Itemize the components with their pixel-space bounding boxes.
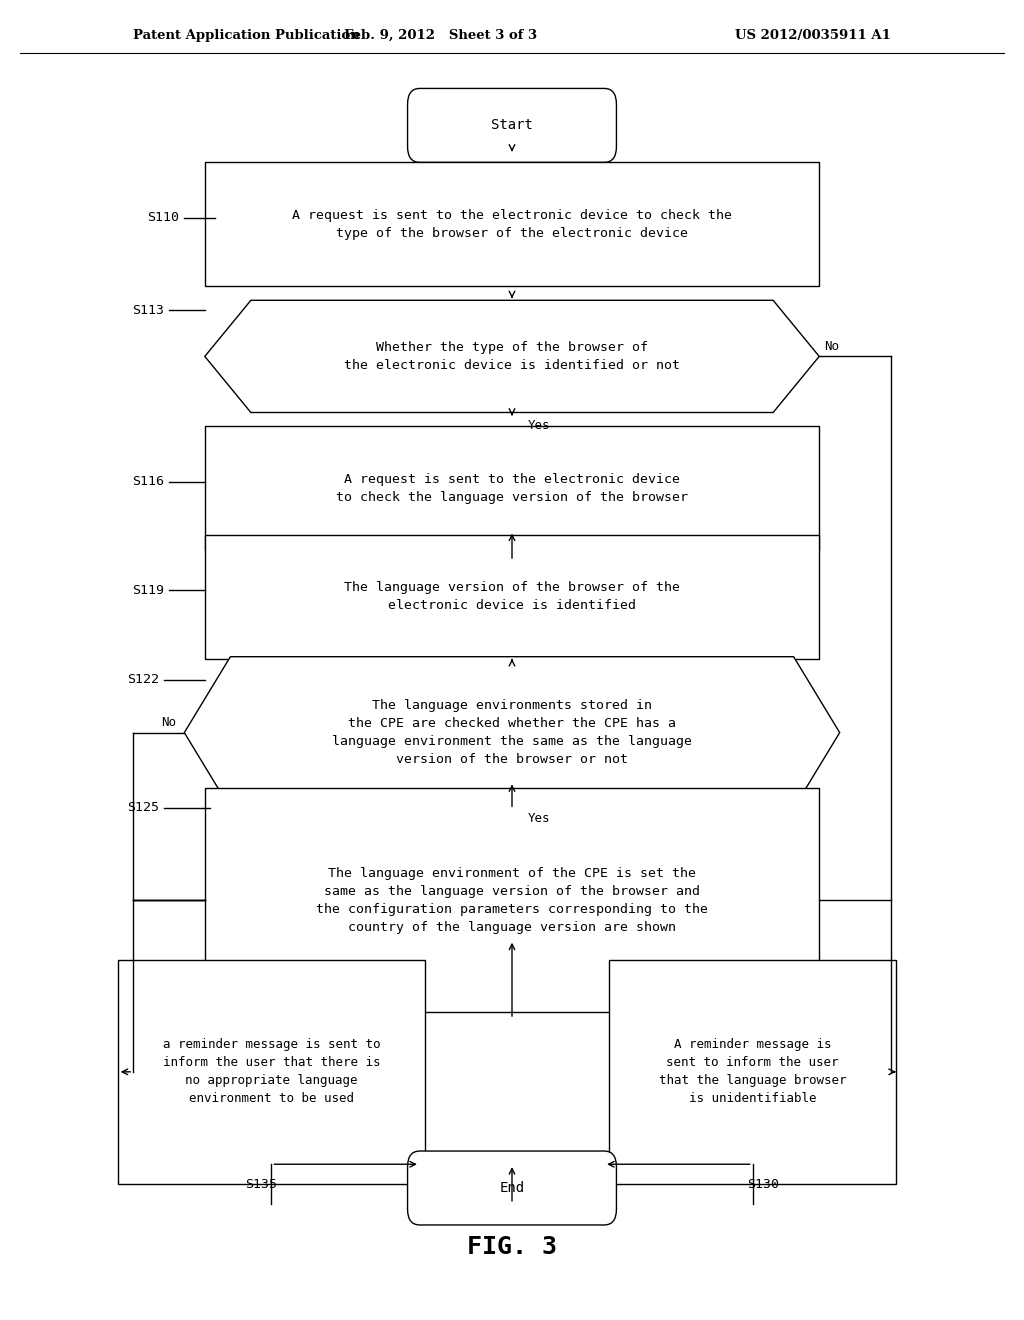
Text: Yes: Yes [527, 418, 550, 432]
Text: FIG. 3: FIG. 3 [467, 1236, 557, 1259]
Text: S116: S116 [132, 475, 164, 488]
FancyBboxPatch shape [408, 88, 616, 162]
Text: Whether the type of the browser of
the electronic device is identified or not: Whether the type of the browser of the e… [344, 341, 680, 372]
Text: End: End [500, 1181, 524, 1195]
Text: Feb. 9, 2012   Sheet 3 of 3: Feb. 9, 2012 Sheet 3 of 3 [344, 29, 537, 42]
Text: Patent Application Publication: Patent Application Publication [133, 29, 359, 42]
Polygon shape [184, 656, 840, 808]
Text: S135: S135 [245, 1177, 278, 1191]
FancyBboxPatch shape [609, 960, 896, 1184]
FancyBboxPatch shape [408, 1151, 616, 1225]
Text: Yes: Yes [527, 812, 550, 825]
Text: The language environments stored in
the CPE are checked whether the CPE has a
la: The language environments stored in the … [332, 700, 692, 766]
FancyBboxPatch shape [205, 426, 819, 550]
Text: A reminder message is
sent to inform the user
that the language browser
is unide: A reminder message is sent to inform the… [658, 1039, 847, 1105]
FancyBboxPatch shape [205, 535, 819, 659]
Text: S110: S110 [147, 211, 179, 224]
Text: The language environment of the CPE is set the
same as the language version of t: The language environment of the CPE is s… [316, 867, 708, 933]
Polygon shape [205, 301, 819, 412]
Text: A request is sent to the electronic device to check the
type of the browser of t: A request is sent to the electronic devi… [292, 209, 732, 240]
Text: A request is sent to the electronic device
to check the language version of the : A request is sent to the electronic devi… [336, 473, 688, 504]
Text: S122: S122 [127, 673, 159, 686]
Text: a reminder message is sent to
inform the user that there is
no appropriate langu: a reminder message is sent to inform the… [163, 1039, 380, 1105]
Text: S125: S125 [127, 801, 159, 814]
Text: US 2012/0035911 A1: US 2012/0035911 A1 [735, 29, 891, 42]
Text: S113: S113 [132, 304, 164, 317]
Text: The language version of the browser of the
electronic device is identified: The language version of the browser of t… [344, 581, 680, 612]
FancyBboxPatch shape [205, 788, 819, 1012]
Text: No: No [824, 339, 840, 352]
FancyBboxPatch shape [118, 960, 425, 1184]
Text: Start: Start [492, 119, 532, 132]
Text: S130: S130 [746, 1177, 779, 1191]
FancyBboxPatch shape [205, 162, 819, 286]
Text: No: No [161, 715, 176, 729]
Text: S119: S119 [132, 583, 164, 597]
